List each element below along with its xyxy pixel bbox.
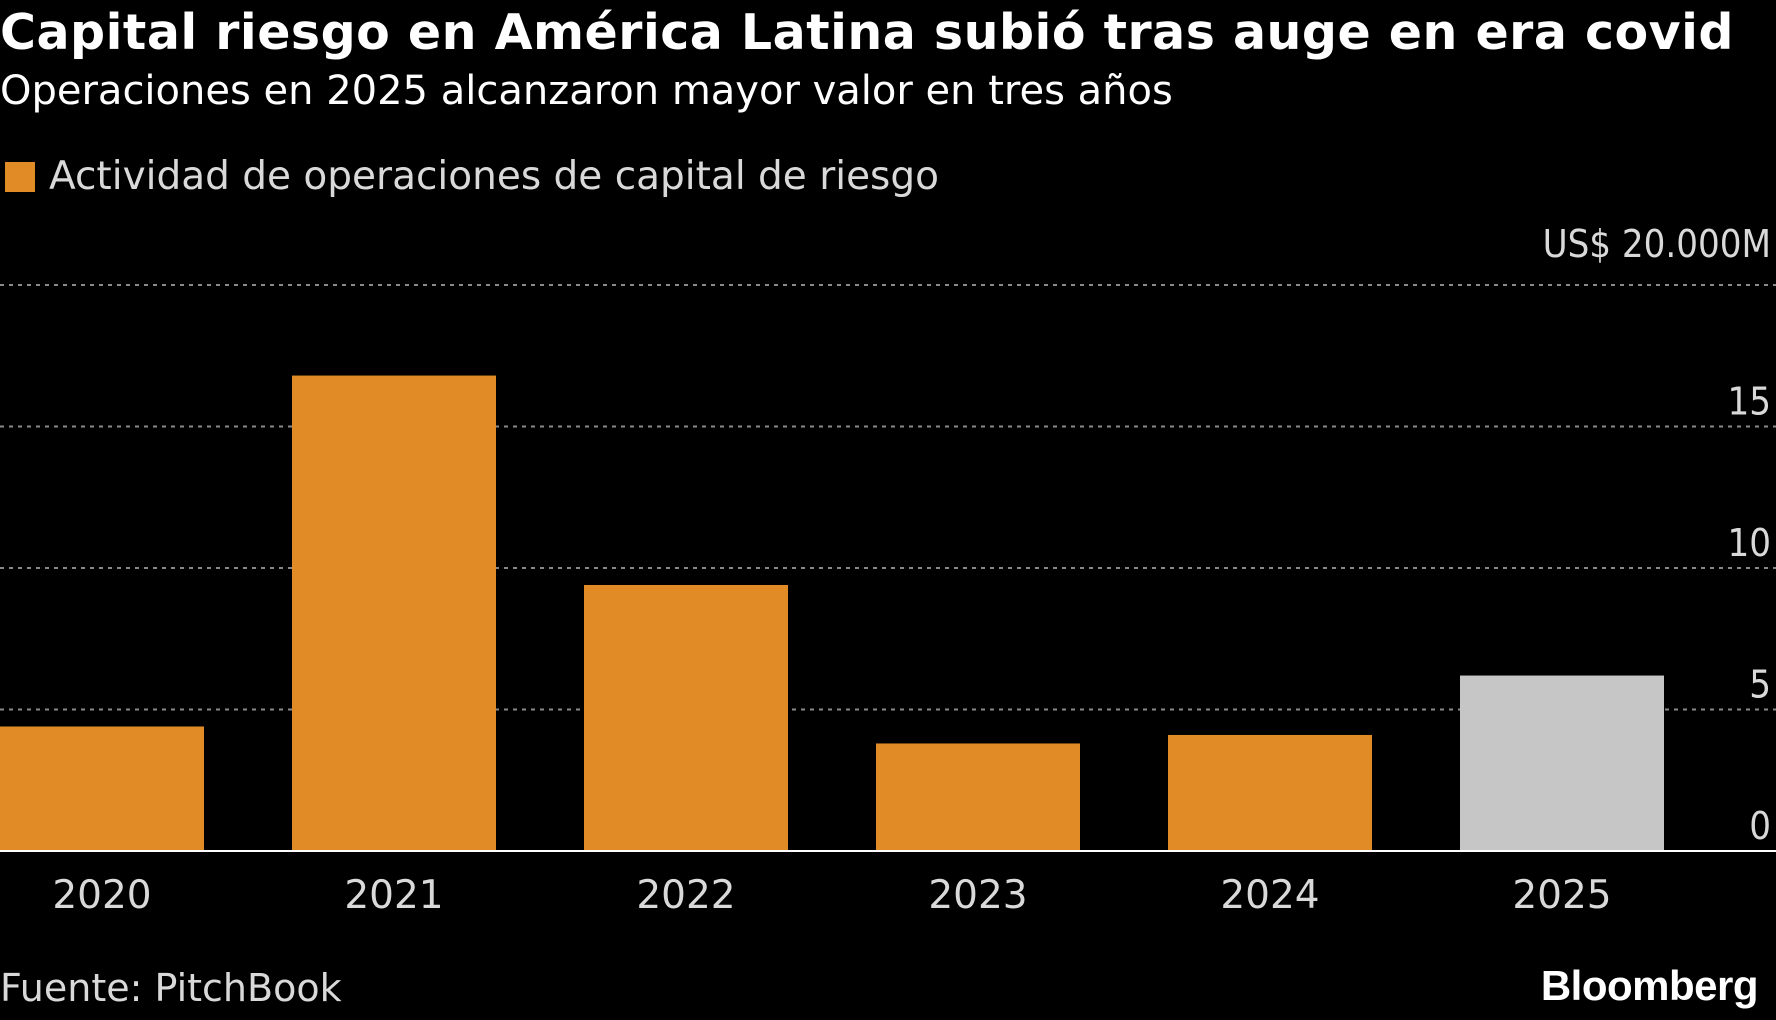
x-tick-label: 2025 — [1512, 873, 1611, 918]
y-tick-label: US$ 20.000M — [1543, 222, 1771, 266]
source-note: Fuente: PitchBook — [0, 966, 342, 1010]
y-tick-label: 0 — [1749, 804, 1771, 848]
bloomberg-logo: Bloomberg — [1540, 962, 1759, 1009]
x-tick-label: 2020 — [52, 873, 151, 918]
bar-2024 — [1168, 734, 1372, 851]
bar-2022 — [584, 584, 788, 851]
legend: Actividad de operaciones de capital de r… — [5, 154, 939, 199]
bar-2023 — [876, 743, 1080, 851]
bar-2020 — [0, 726, 204, 851]
bar-2021 — [292, 375, 496, 851]
legend-swatch — [5, 161, 35, 192]
x-tick-label: 2021 — [344, 873, 443, 918]
y-tick-label: 5 — [1749, 663, 1771, 707]
x-tick-label: 2022 — [636, 873, 735, 918]
x-tick-label: 2023 — [928, 873, 1027, 918]
chart-title: Capital riesgo en América Latina subió t… — [0, 4, 1734, 61]
legend-label: Actividad de operaciones de capital de r… — [49, 154, 939, 199]
bar-2025 — [1460, 675, 1664, 851]
y-tick-label: 10 — [1728, 521, 1772, 565]
bar-chart: 0 5 10 15 US$ 20.000M 2020 2021 2022 2023 2024 202… — [0, 222, 1776, 918]
x-tick-label: 2024 — [1220, 873, 1319, 918]
chart-subtitle: Operaciones en 2025 alcanzaron mayor val… — [0, 68, 1173, 114]
y-tick-label: 15 — [1728, 380, 1772, 424]
